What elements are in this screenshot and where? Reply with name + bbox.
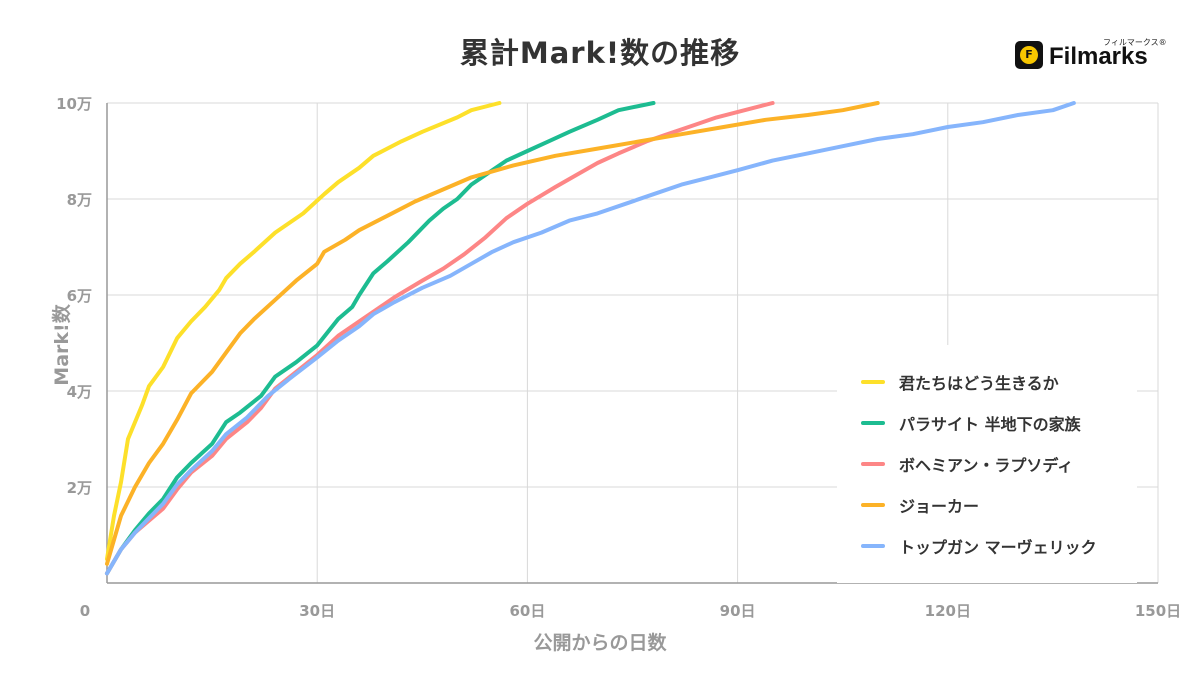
legend-swatch (861, 421, 885, 425)
x-axis-title: 公開からの日数 (533, 632, 667, 654)
filmarks-logo: F フィルマークス® Filmarks (1015, 35, 1167, 75)
legend-label: ボヘミアン・ラプソディ (899, 456, 1074, 475)
legend: 君たちはどう生きるかパラサイト 半地下の家族 ボヘミアン・ラプソディ ジョーカートッ… (837, 345, 1137, 583)
y-axis-title: Mark!数 (51, 304, 74, 386)
legend-label: パラサイト 半地下の家族 (899, 415, 1081, 434)
legend-label: トップガン マーヴェリック (899, 538, 1097, 557)
x-tick-label: 60日 (509, 602, 545, 620)
legend-label: ジョーカー (899, 497, 980, 516)
filmarks-sun-icon: F (1015, 41, 1043, 69)
x-tick-label: 0 (80, 602, 90, 620)
brand-kana: フィルマークス® (1103, 38, 1167, 47)
series-line-3 (105, 101, 775, 576)
y-tick-label: 8万 (67, 191, 92, 209)
y-tick-label: 6万 (67, 287, 92, 305)
legend-swatch (861, 544, 885, 548)
series-lines (105, 101, 1076, 576)
x-tick-label: 150日 (1135, 602, 1181, 620)
legend-item: ジョーカー (861, 490, 979, 520)
axes (106, 103, 1158, 584)
chart-title: 累計Mark!数の推移 (459, 36, 741, 70)
legend-swatch (861, 503, 885, 507)
legend-swatch (861, 380, 885, 384)
x-tick-label: 90日 (720, 602, 756, 620)
x-tick-label: 30日 (299, 602, 335, 620)
legend-label: 君たちはどう生きるか (899, 374, 1059, 393)
legend-item: パラサイト 半地下の家族 (861, 408, 1081, 438)
y-tick-label: 2万 (67, 479, 92, 497)
series-line-5 (105, 101, 1076, 576)
x-tick-label: 120日 (925, 602, 971, 620)
legend-item: 君たちはどう生きるか (861, 367, 1059, 397)
series-line-1 (105, 101, 502, 561)
legend-swatch (861, 462, 885, 466)
legend-item: トップガン マーヴェリック (861, 531, 1097, 561)
series-line-4 (105, 101, 880, 566)
y-tick-label: 4万 (67, 383, 92, 401)
tick-labels: 2万 4万 6万 8万 10万 0 30日 60日 90日 120日 150日 (56, 95, 1181, 620)
y-tick-label: 10万 (56, 95, 92, 113)
legend-item: ボヘミアン・ラプソディ (861, 449, 1073, 479)
series-line-2 (105, 101, 656, 576)
brand-name: Filmarks (1049, 43, 1148, 70)
